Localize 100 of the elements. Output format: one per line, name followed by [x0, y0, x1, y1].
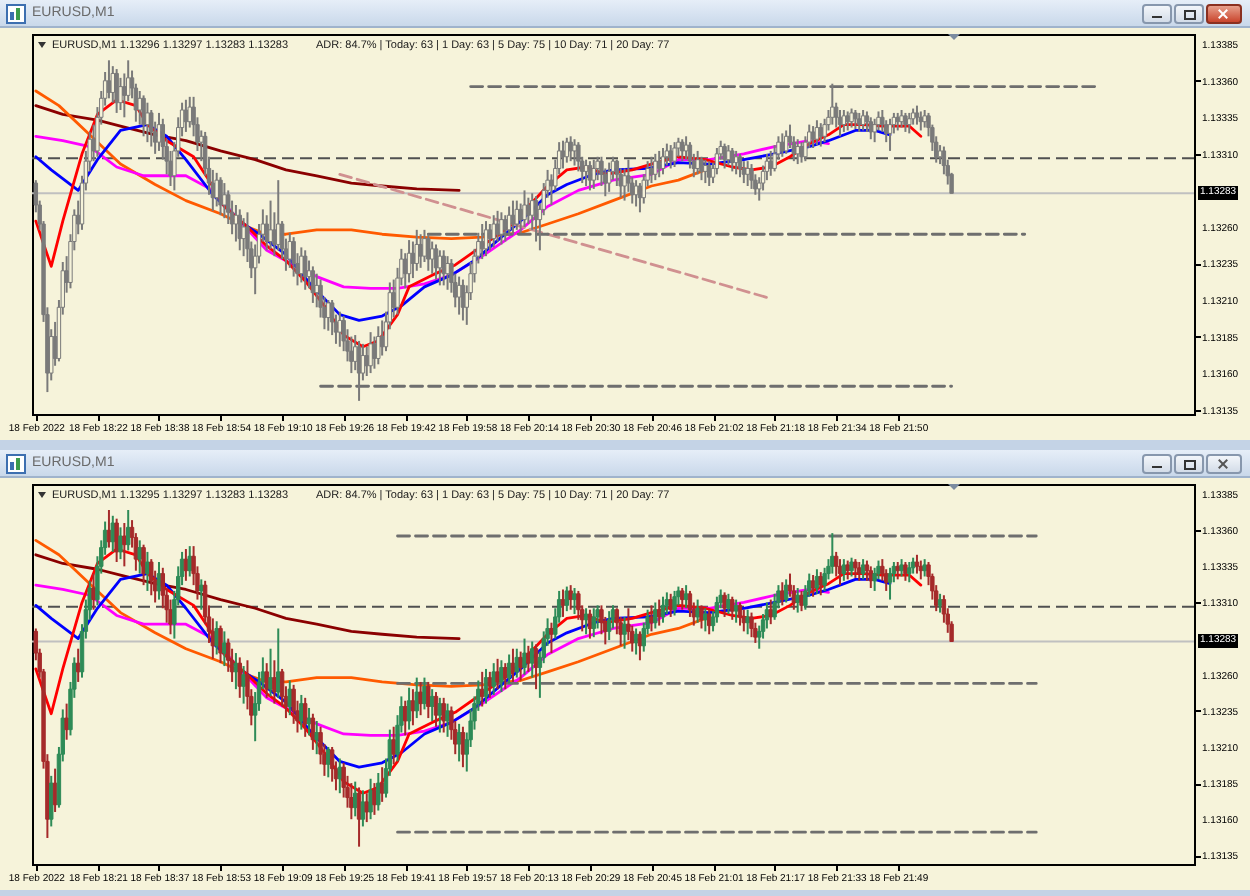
candlestick [341, 315, 346, 353]
candlestick [429, 240, 435, 275]
candlestick [114, 68, 119, 114]
candlestick [868, 565, 873, 590]
candlestick [326, 745, 331, 779]
candlestick [706, 608, 712, 636]
candlestick [199, 578, 204, 611]
candlestick [91, 572, 96, 611]
candlestick [741, 160, 747, 185]
candlestick [660, 595, 666, 624]
candlestick [114, 517, 119, 564]
candlestick [822, 117, 827, 144]
candlestick [726, 144, 731, 167]
candlestick [137, 539, 142, 575]
candlestick [49, 774, 54, 828]
candlestick [568, 135, 573, 163]
candlestick [214, 620, 219, 656]
candlestick [445, 702, 450, 738]
candlestick [703, 607, 708, 633]
candlestick [649, 604, 654, 633]
candlestick [125, 509, 131, 552]
candlestick [353, 780, 358, 818]
candlestick [695, 598, 700, 624]
candlestick [599, 604, 604, 636]
candlestick [149, 109, 154, 148]
candlestick [379, 319, 385, 357]
candlestick [499, 659, 504, 694]
line-series [34, 553, 461, 640]
candlestick [833, 550, 839, 578]
candlestick [772, 144, 777, 173]
candlestick [379, 766, 385, 803]
candlestick [364, 792, 369, 824]
candlestick [406, 239, 412, 284]
candlestick [276, 179, 281, 252]
candlestick [903, 111, 908, 133]
candlestick [633, 179, 639, 208]
candlestick [429, 688, 435, 722]
candlestick [591, 158, 596, 190]
candlestick [676, 585, 681, 607]
candlestick [291, 683, 296, 725]
candlestick [306, 706, 312, 737]
candlestick [683, 135, 689, 161]
candlestick [672, 589, 677, 617]
candlestick [218, 176, 223, 217]
candlestick [595, 604, 600, 630]
candlestick [722, 591, 727, 618]
candlestick [799, 589, 804, 613]
candlestick [241, 217, 246, 258]
candlestick [145, 550, 150, 592]
candlestick [110, 514, 115, 553]
candlestick [268, 199, 273, 250]
candlestick [564, 136, 570, 164]
candlestick [583, 158, 589, 187]
candlestick [145, 101, 150, 144]
candlestick [818, 122, 823, 148]
candlestick [356, 786, 362, 848]
candlestick [376, 771, 381, 812]
candlestick [810, 574, 816, 598]
candlestick [703, 158, 708, 185]
candlestick [706, 160, 712, 187]
candlestick [506, 653, 512, 685]
candlestick [479, 670, 485, 708]
candlestick [822, 566, 827, 592]
candlestick [433, 691, 439, 728]
candlestick [872, 566, 877, 592]
candlestick [780, 132, 785, 158]
candlestick [187, 95, 192, 129]
candlestick [299, 693, 304, 731]
candlestick [680, 138, 685, 163]
candlestick [860, 109, 866, 132]
candlestick [618, 615, 623, 647]
candlestick [456, 275, 462, 316]
candlestick [737, 601, 743, 627]
candlestick [753, 621, 758, 644]
candlestick [52, 767, 58, 813]
candlestick [445, 255, 450, 291]
candlestick [583, 607, 589, 636]
candlestick [368, 777, 373, 821]
candlestick [633, 627, 639, 656]
candlestick [272, 659, 277, 705]
candlestick [749, 611, 754, 639]
candlestick [857, 111, 862, 133]
candlestick [287, 679, 292, 717]
candlestick [668, 592, 673, 618]
candlestick [149, 558, 154, 597]
candlestick [483, 667, 489, 705]
candlestick [695, 149, 700, 176]
candlestick [349, 335, 354, 375]
candlestick [268, 647, 273, 698]
candlestick [418, 233, 423, 269]
candlestick [418, 680, 423, 717]
candlestick [349, 782, 354, 821]
candlestick [514, 647, 520, 679]
candlestick [872, 117, 877, 144]
candlestick [337, 310, 343, 348]
candlestick [783, 129, 789, 155]
candlestick [372, 782, 377, 816]
candlestick [118, 76, 123, 111]
candlestick [618, 167, 623, 199]
candlestick [653, 152, 658, 182]
